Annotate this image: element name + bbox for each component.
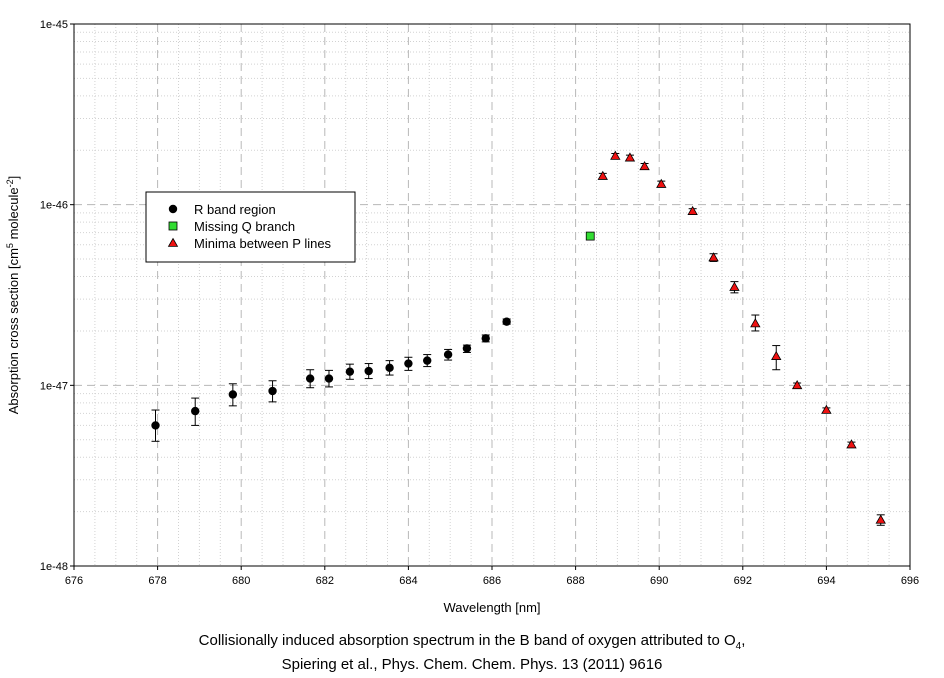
- y-tick-label: 1e-47: [40, 380, 68, 392]
- major-gridlines: [74, 24, 910, 566]
- legend-label: Minima between P lines: [194, 236, 332, 251]
- data-point: [729, 281, 740, 291]
- x-tick-label: 694: [817, 575, 835, 587]
- data-point: [462, 344, 472, 353]
- data-point: [404, 359, 413, 368]
- x-tick-label: 692: [734, 575, 752, 587]
- data-point: [191, 406, 200, 416]
- data-point: [502, 317, 511, 326]
- data-point: [443, 350, 453, 359]
- x-tick-label: 688: [566, 575, 584, 587]
- data-point: [268, 386, 277, 396]
- y-axis-title-base: Absorption cross section [cm: [6, 248, 21, 414]
- data-markers: [151, 150, 886, 524]
- caption-line-2: Spiering et al., Phys. Chem. Chem. Phys.…: [281, 656, 663, 673]
- data-point: [385, 363, 394, 373]
- data-point: [305, 374, 315, 383]
- x-tick-label: 690: [650, 575, 668, 587]
- legend-marker: [167, 237, 179, 247]
- y-tick-label: 1e-45: [40, 19, 68, 31]
- data-point: [791, 380, 803, 390]
- y-axis-title-end: ]: [6, 176, 21, 180]
- y-axis: 1e-48 1e-47 1e-46 1e-45: [40, 19, 74, 573]
- chart-canvas: 676 678 680 682 684 686 688 690 692 694 696 1e-481…: [5, 19, 919, 615]
- legend-marker: [168, 204, 178, 214]
- data-point: [846, 439, 857, 449]
- legend-label: R band region: [194, 202, 276, 217]
- x-tick-label: 676: [65, 575, 83, 587]
- data-point: [228, 390, 238, 399]
- x-axis-title: Wavelength [nm]: [443, 600, 540, 615]
- y-tick-label: 1e-48: [40, 561, 68, 573]
- legend: R band region Missing Q branch Minima betw…: [145, 191, 356, 263]
- data-point: [364, 366, 373, 376]
- caption-text: Collisionally induced absorption spectru…: [198, 632, 736, 649]
- data-point: [151, 421, 160, 430]
- y-axis-title-sup2: -2: [5, 179, 15, 187]
- data-point: [423, 356, 432, 365]
- data-point: [875, 514, 886, 524]
- data-point: [639, 161, 650, 171]
- data-point: [481, 334, 490, 343]
- x-axis: 676 678 680 682 684 686 688 690 692 694 696: [65, 566, 919, 587]
- data-point: [324, 374, 334, 383]
- caption-line-1: Collisionally induced absorption spectru…: [0, 632, 944, 652]
- data-point: [750, 318, 761, 328]
- y-axis-title-sup1: 5: [5, 243, 15, 248]
- caption-comma: ,: [741, 632, 746, 649]
- x-tick-label: 696: [901, 575, 919, 587]
- x-tick-label: 678: [148, 575, 166, 587]
- minor-gridlines: [74, 24, 910, 566]
- x-tick-label: 686: [483, 575, 501, 587]
- y-axis-title-mid: molecule: [6, 187, 21, 243]
- data-point: [610, 150, 621, 160]
- data-point: [585, 231, 595, 241]
- y-tick-label: 1e-46: [40, 200, 68, 212]
- data-point: [771, 350, 782, 360]
- x-tick-label: 684: [399, 575, 417, 587]
- legend-box: [145, 191, 356, 263]
- data-point: [624, 152, 636, 162]
- data-point: [345, 367, 355, 376]
- data-point: [821, 404, 832, 414]
- y-axis-title: Absorption cross section [cm5 molecule-2…: [5, 176, 21, 414]
- legend-marker: [168, 221, 178, 231]
- data-point: [687, 205, 698, 215]
- caption-subscript: 4: [735, 641, 742, 652]
- data-point: [656, 178, 667, 188]
- data-point: [597, 170, 608, 180]
- x-tick-label: 682: [316, 575, 334, 587]
- data-point: [708, 252, 719, 262]
- x-tick-label: 680: [232, 575, 250, 587]
- legend-label: Missing Q branch: [194, 219, 295, 234]
